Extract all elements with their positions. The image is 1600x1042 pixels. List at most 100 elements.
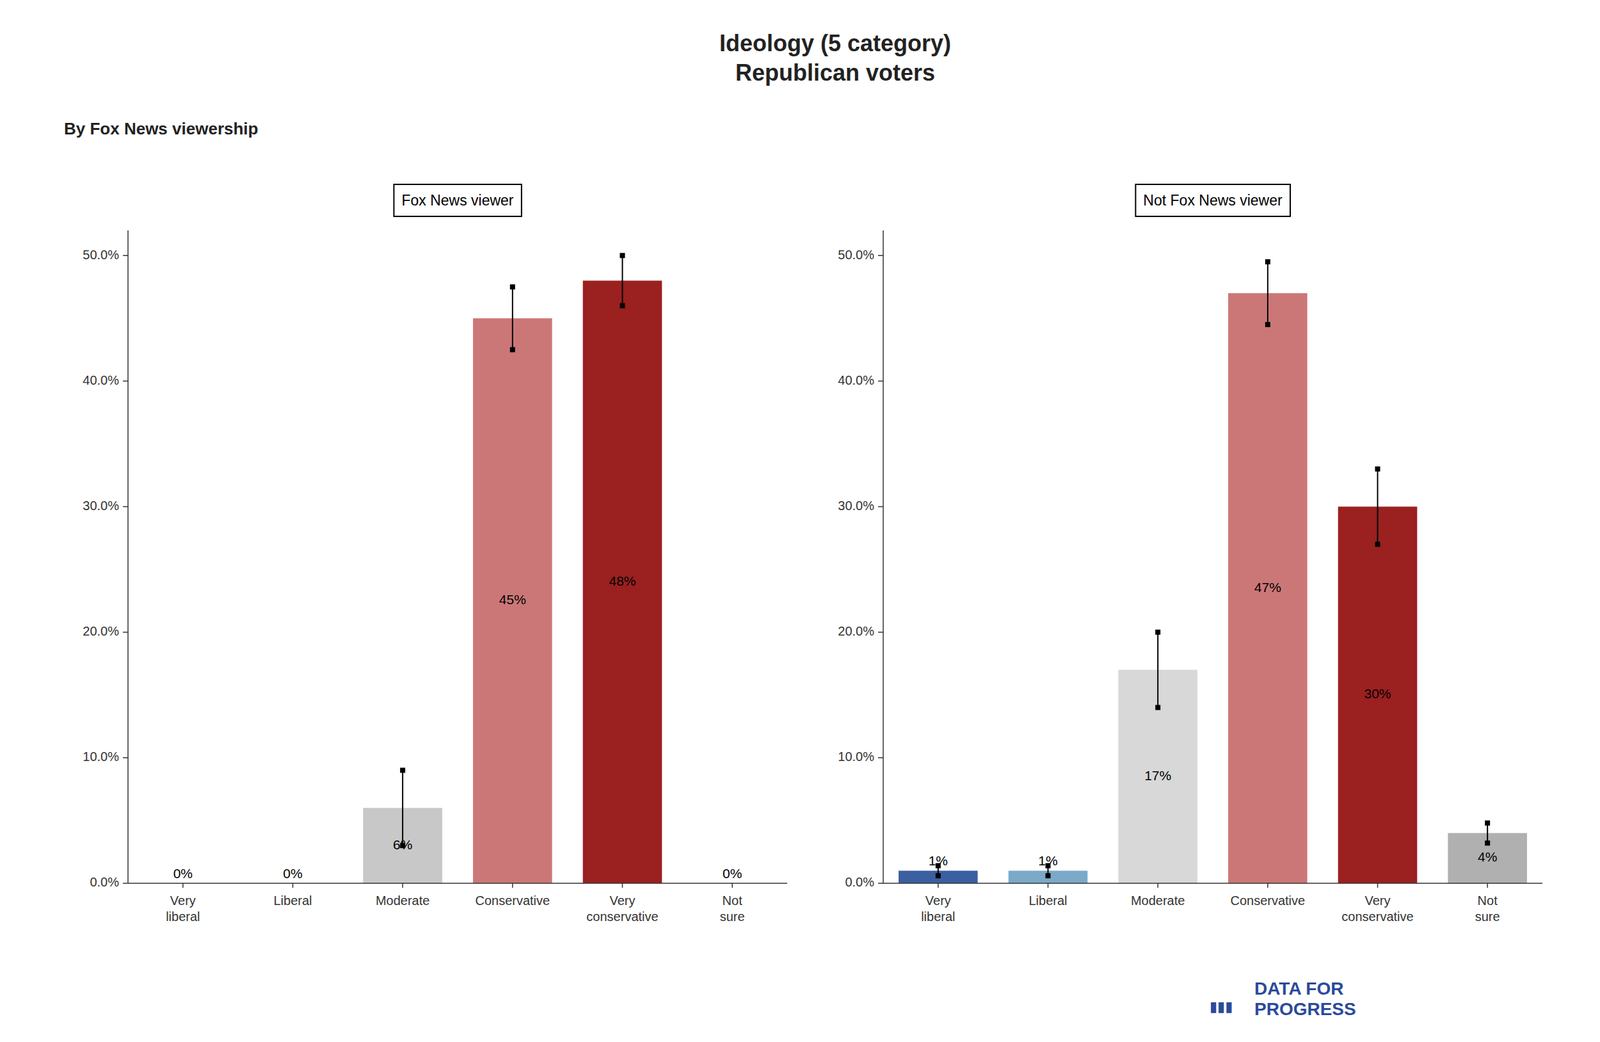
x-tick-label: Conservative [1230, 893, 1305, 908]
data-label: 17% [1144, 768, 1172, 783]
panel-title: Not Fox News viewer [1143, 192, 1283, 209]
title-line: Republican voters [735, 59, 936, 86]
x-tick [937, 883, 939, 888]
error-bar-cap [1155, 629, 1161, 635]
y-tick [122, 506, 128, 508]
x-tick-label-line: liberal [165, 909, 200, 924]
x-tick [182, 883, 184, 888]
background [0, 0, 1600, 1042]
x-tick-label-line: Conservative [1230, 893, 1305, 908]
x-tick-label: Veryconservative [1341, 893, 1414, 924]
x-tick-label-line: Moderate [375, 893, 431, 908]
x-tick-label: Veryliberal [920, 893, 955, 924]
panel-title: Fox News viewer [401, 192, 514, 209]
error-bar-cap [510, 346, 516, 352]
y-tick-label: 10.0% [837, 749, 875, 764]
x-tick-label-line: conservative [1341, 909, 1414, 924]
error-bar-line [1267, 261, 1269, 325]
y-tick-label: 20.0% [82, 624, 120, 639]
y-axis-line [127, 230, 129, 884]
x-tick-label-line: Very [609, 893, 635, 908]
error-bar-line [512, 286, 514, 350]
marks [362, 252, 662, 884]
error-bar [1375, 466, 1381, 548]
x-tick-label-line: Very [1364, 893, 1391, 908]
y-tick-label: 50.0% [837, 247, 875, 262]
x-tick-label-line: Conservative [474, 893, 550, 908]
error-bar [400, 767, 406, 848]
x-tick-label: Liberal [1028, 893, 1067, 908]
y-tick [878, 882, 884, 884]
error-bar [620, 252, 626, 308]
error-bar-cap [1265, 259, 1271, 265]
watermark-text-line: DATA FOR [1254, 978, 1344, 999]
y-tick [878, 254, 884, 256]
x-tick [731, 883, 733, 888]
y-tick [122, 380, 128, 383]
y-tick-label: 0.0% [89, 874, 120, 889]
data-label: 30% [1363, 686, 1391, 701]
x-tick-label-line: Liberal [1028, 893, 1067, 908]
error-bar-cap [620, 303, 626, 309]
x-tick-label-line: Moderate [1130, 893, 1186, 908]
x-tick-label-line: Very [925, 893, 952, 908]
y-tick [878, 757, 884, 759]
panel-title-box [1135, 184, 1291, 217]
x-tick-label-line: Liberal [273, 893, 312, 908]
y-tick-label: 40.0% [82, 373, 120, 388]
error-bar-line [1486, 823, 1488, 843]
error-bar-line [1157, 632, 1159, 708]
bar [583, 280, 663, 884]
error-bar-line [622, 255, 624, 306]
error-bar [1155, 629, 1161, 711]
x-tick-label-line: Not [722, 893, 744, 908]
panel: 0.0%10.0%20.0%30.0%40.0%50.0%1%1%17%47%3… [837, 184, 1543, 924]
y-tick [878, 631, 884, 633]
subtitle: By Fox News viewership [64, 119, 258, 139]
error-bar-cap [1045, 872, 1051, 879]
error-bar [1265, 259, 1271, 328]
error-bar-cap [510, 284, 516, 290]
x-tick-label: Veryconservative [586, 893, 658, 924]
x-tick-label: Liberal [273, 893, 312, 908]
watermark-text-line: PROGRESS [1254, 999, 1357, 1019]
error-bar-cap [400, 767, 406, 773]
data-label: 4% [1477, 849, 1497, 864]
error-bar-cap [1265, 321, 1271, 328]
x-tick-label: Veryliberal [165, 893, 200, 924]
data-label: 48% [608, 573, 636, 589]
error-bar [510, 284, 516, 352]
error-bar-cap [1484, 840, 1490, 846]
x-axis-line [128, 882, 788, 884]
watermark-icon: ▮▮▮ [1209, 998, 1233, 1015]
title-line: Ideology (5 category) [719, 30, 952, 57]
error-bar-cap [1484, 820, 1490, 826]
x-tick-label-line: Not [1477, 893, 1499, 908]
x-tick [1486, 883, 1488, 888]
error-bar [1484, 820, 1490, 846]
x-tick-label: Conservative [474, 893, 550, 908]
error-bar-cap [1375, 466, 1381, 472]
y-tick-label: 0.0% [844, 874, 875, 889]
y-tick-label: 10.0% [82, 749, 120, 764]
y-tick [122, 254, 128, 256]
y-tick-label: 50.0% [82, 247, 120, 262]
x-tick-label: Moderate [375, 893, 431, 908]
error-bar-line [1377, 469, 1379, 545]
x-tick [1157, 883, 1159, 888]
x-tick [1267, 883, 1269, 888]
y-tick-label: 20.0% [837, 624, 875, 639]
panel-title-box [393, 184, 521, 217]
error-bar-cap [1155, 704, 1161, 710]
y-tick-label: 30.0% [82, 498, 120, 513]
x-tick-label-line: liberal [920, 909, 955, 924]
bar [1447, 833, 1528, 884]
x-tick [1377, 883, 1379, 888]
data-label: 47% [1254, 579, 1282, 595]
y-tick [878, 380, 884, 383]
x-tick-label-line: sure [720, 909, 745, 924]
bar [1228, 293, 1308, 884]
title: Ideology (5 category)Republican voters [719, 30, 952, 86]
x-tick-label-line: sure [1475, 909, 1501, 924]
x-tick-label: Notsure [1475, 893, 1501, 924]
